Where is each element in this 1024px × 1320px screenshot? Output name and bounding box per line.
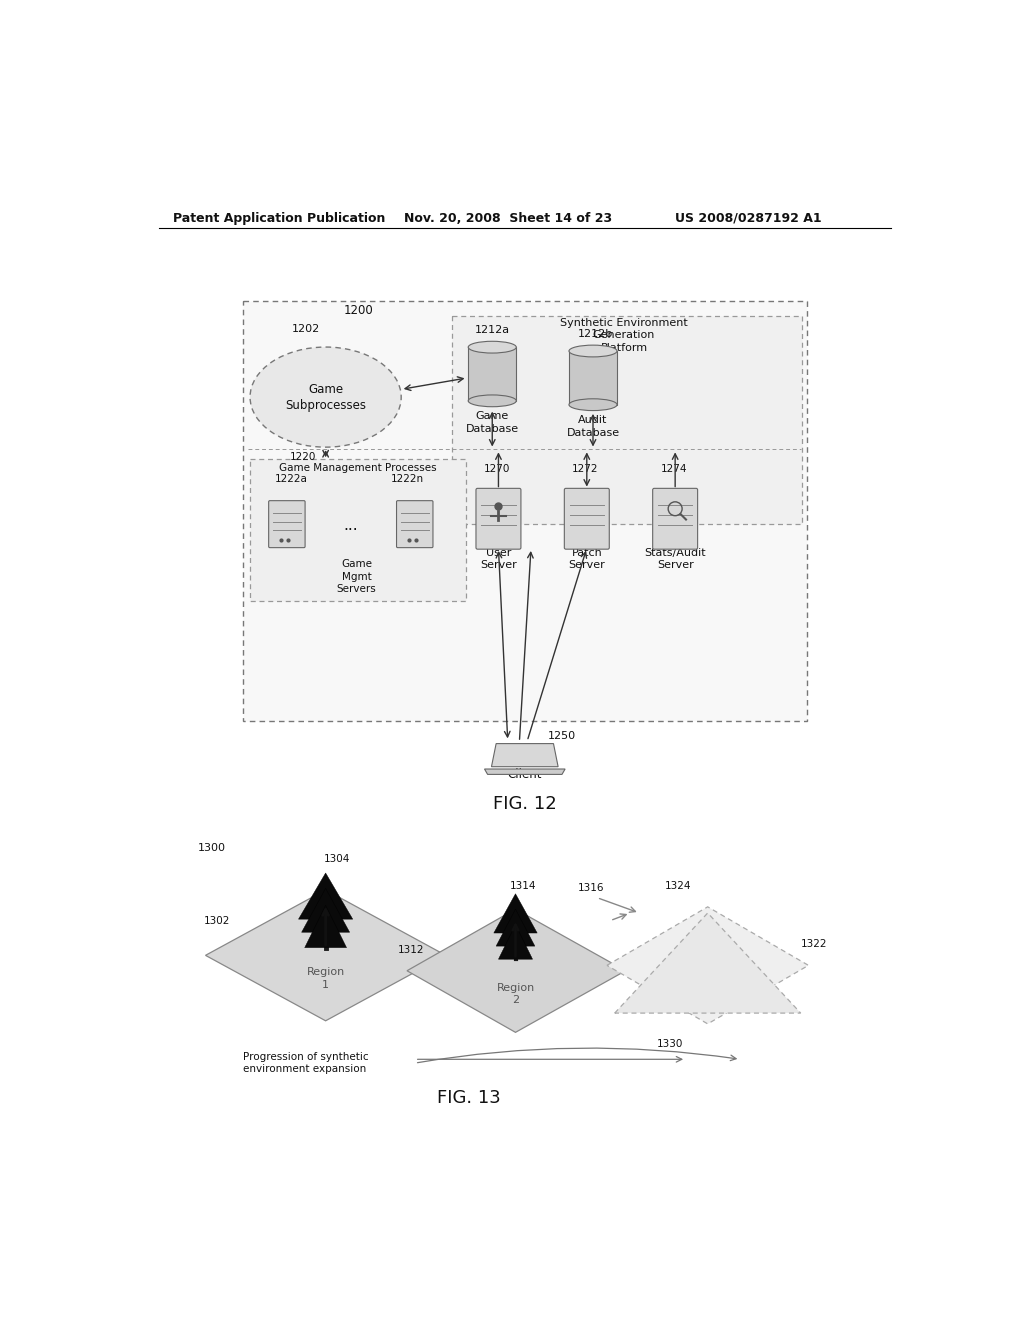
FancyBboxPatch shape: [652, 488, 697, 549]
Text: Game
Database: Game Database: [466, 412, 519, 434]
Polygon shape: [496, 909, 535, 946]
Text: Region
3: Region 3: [688, 979, 727, 1001]
FancyBboxPatch shape: [564, 488, 609, 549]
Text: 1270: 1270: [483, 465, 510, 474]
Text: 1222n: 1222n: [390, 474, 424, 484]
Polygon shape: [206, 890, 445, 1020]
Text: 1222a: 1222a: [274, 474, 307, 484]
Text: Region
1: Region 1: [306, 968, 345, 990]
Text: 1302: 1302: [204, 916, 230, 925]
FancyBboxPatch shape: [476, 488, 521, 549]
Polygon shape: [302, 888, 349, 932]
Text: 1272: 1272: [572, 465, 598, 474]
Polygon shape: [305, 906, 346, 948]
Ellipse shape: [569, 345, 617, 356]
Text: Patch
Server: Patch Server: [568, 548, 605, 570]
Ellipse shape: [569, 399, 617, 411]
FancyBboxPatch shape: [396, 500, 433, 548]
Text: ...: ...: [343, 519, 357, 533]
Text: 1312: 1312: [397, 945, 424, 954]
Polygon shape: [614, 913, 801, 1014]
FancyBboxPatch shape: [468, 347, 516, 401]
Text: FIG. 12: FIG. 12: [493, 795, 557, 813]
Ellipse shape: [250, 347, 401, 447]
Text: Client: Client: [508, 768, 542, 781]
Ellipse shape: [468, 395, 516, 407]
Polygon shape: [407, 909, 626, 1032]
Polygon shape: [484, 770, 565, 775]
Text: 1220: 1220: [290, 453, 316, 462]
Text: 1212b: 1212b: [578, 329, 613, 339]
Text: 1324: 1324: [665, 880, 691, 891]
Text: Synthetic Environment
Generation
Platform: Synthetic Environment Generation Platfor…: [560, 318, 688, 352]
Polygon shape: [299, 873, 352, 919]
FancyBboxPatch shape: [251, 459, 466, 601]
Text: 1314: 1314: [510, 880, 537, 891]
Text: 1212a: 1212a: [475, 325, 510, 335]
FancyBboxPatch shape: [268, 500, 305, 548]
Text: US 2008/0287192 A1: US 2008/0287192 A1: [675, 213, 821, 224]
Text: Game Management Processes: Game Management Processes: [280, 463, 437, 473]
Ellipse shape: [468, 342, 516, 352]
Text: Region
2: Region 2: [497, 982, 535, 1005]
Text: 1316: 1316: [578, 883, 604, 894]
Text: User
Server: User Server: [480, 548, 517, 570]
Text: Nov. 20, 2008  Sheet 14 of 23: Nov. 20, 2008 Sheet 14 of 23: [403, 213, 611, 224]
Polygon shape: [492, 743, 558, 767]
FancyBboxPatch shape: [569, 351, 617, 405]
Text: 1300: 1300: [198, 842, 225, 853]
Text: Progression of synthetic
environment expansion: Progression of synthetic environment exp…: [243, 1052, 369, 1074]
Text: 1304: 1304: [324, 854, 350, 865]
Text: 1250: 1250: [548, 731, 577, 741]
Text: FIG. 13: FIG. 13: [437, 1089, 501, 1106]
Text: Audit
Database: Audit Database: [566, 416, 620, 437]
Text: Game
Subprocesses: Game Subprocesses: [285, 383, 367, 412]
Text: 1200: 1200: [344, 304, 374, 317]
Polygon shape: [607, 907, 809, 1024]
Text: Stats/Audit
Server: Stats/Audit Server: [644, 548, 706, 570]
Text: Patent Application Publication: Patent Application Publication: [173, 213, 385, 224]
FancyBboxPatch shape: [243, 301, 807, 721]
Text: 1274: 1274: [660, 465, 687, 474]
Text: 1322: 1322: [801, 939, 827, 949]
Text: Game
Mgmt
Servers: Game Mgmt Servers: [337, 560, 377, 594]
Polygon shape: [499, 924, 532, 960]
Text: 1330: 1330: [657, 1039, 684, 1049]
Polygon shape: [494, 894, 538, 933]
FancyBboxPatch shape: [452, 317, 802, 524]
Text: 1202: 1202: [292, 325, 321, 334]
